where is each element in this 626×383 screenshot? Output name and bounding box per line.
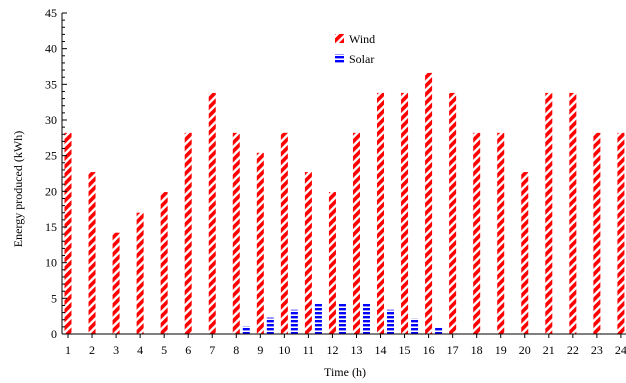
wind-bar [497,132,505,334]
y-tick-label: 20 [45,184,57,198]
wind-bar [136,212,144,334]
wind-bar [64,132,72,334]
y-tick-label: 25 [45,149,57,163]
x-tick-label: 4 [137,343,143,357]
legend-swatch-wind [335,34,344,43]
wind-bar [160,192,168,334]
wind-bar [328,192,336,334]
wind-bar [593,132,601,334]
wind-bar [521,172,529,334]
y-axis-label: Energy produced (kWh) [11,131,25,247]
wind-bar [280,132,288,334]
solar-bar [290,309,298,334]
solar-bar [242,326,250,334]
x-tick-label: 21 [543,343,555,357]
wind-bar [256,152,264,334]
x-tick-label: 23 [591,343,603,357]
solar-bar [314,302,322,334]
legend-label-solar: Solar [349,52,374,66]
wind-bar [352,132,360,334]
wind-bar [112,232,120,334]
x-tick-label: 16 [423,343,435,357]
y-tick-label: 35 [45,77,57,91]
wind-bar [88,172,96,334]
y-tick-label: 45 [45,6,57,20]
x-tick-label: 2 [89,343,95,357]
wind-bar [304,172,312,334]
wind-bar [232,132,240,334]
solar-bar [435,327,443,334]
y-tick-label: 5 [51,291,57,305]
x-tick-label: 24 [615,343,626,357]
x-tick-label: 7 [209,343,215,357]
x-tick-label: 14 [375,343,387,357]
x-tick-label: 10 [278,343,290,357]
legend-label-wind: Wind [349,32,375,46]
solar-bar [411,318,419,334]
solar-bar [387,309,395,334]
x-tick-label: 6 [185,343,191,357]
wind-bar [473,132,481,334]
x-axis-label: Time (h) [324,365,366,379]
wind-bar [184,132,192,334]
x-tick-label: 13 [350,343,362,357]
solar-bar [266,317,274,334]
wind-bar [425,72,433,335]
wind-bar [401,92,409,334]
x-tick-label: 9 [257,343,263,357]
x-tick-label: 22 [567,343,579,357]
wind-bar [208,92,216,334]
x-tick-label: 15 [399,343,411,357]
legend: Wind Solar [335,32,375,66]
x-tick-label: 19 [495,343,507,357]
x-tick-label: 17 [447,343,459,357]
solar-bar [338,302,346,334]
x-tick-label: 8 [233,343,239,357]
wind-bar [449,92,457,334]
y-tick-label: 0 [51,327,57,341]
x-tick-label: 11 [303,343,315,357]
solar-bar [362,302,370,334]
x-tick-label: 1 [65,343,71,357]
legend-swatch-solar [335,54,344,63]
x-tick-label: 5 [161,343,167,357]
wind-bar [569,92,577,334]
y-tick-label: 30 [45,113,57,127]
wind-bar [617,132,625,334]
y-tick-label: 40 [45,42,57,56]
x-tick-label: 3 [113,343,119,357]
y-tick-label: 15 [45,220,57,234]
x-tick-label: 12 [326,343,338,357]
wind-bar [545,92,553,334]
x-tick-label: 18 [471,343,483,357]
y-tick-label: 10 [45,256,57,270]
wind-bar [377,92,385,334]
x-tick-label: 20 [519,343,531,357]
